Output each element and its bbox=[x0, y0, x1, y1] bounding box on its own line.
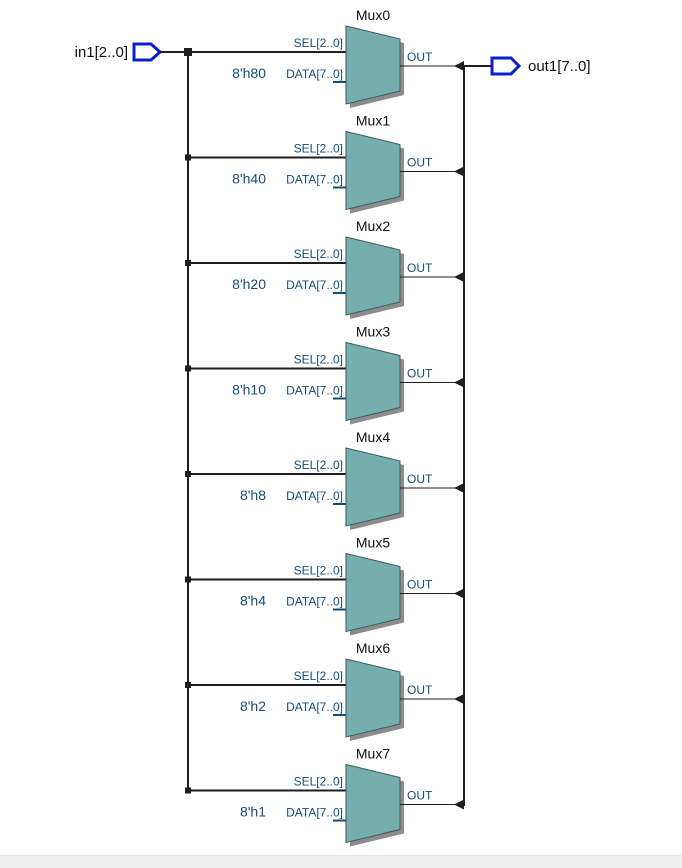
data-constant: 8'h10 bbox=[232, 382, 266, 398]
status-strip bbox=[0, 855, 682, 868]
mux-instance[interactable]: Mux1 SEL[2..0] DATA[7..0] 8'h40 OUT bbox=[185, 113, 464, 214]
bus-junction bbox=[185, 154, 191, 161]
bus-junction bbox=[185, 471, 191, 477]
out-arrow-icon bbox=[454, 588, 464, 599]
mux-instance[interactable]: Mux5 SEL[2..0] DATA[7..0] 8'h4 OUT bbox=[185, 535, 464, 636]
output-port[interactable]: out1[7..0] bbox=[490, 56, 591, 76]
bus-junction bbox=[185, 682, 191, 688]
mux-body[interactable] bbox=[345, 341, 401, 422]
out-pin-label: OUT bbox=[407, 683, 433, 697]
out-pin-label: OUT bbox=[407, 578, 433, 592]
out-arrow-icon bbox=[454, 166, 464, 177]
wiring bbox=[160, 51, 492, 806]
sel-pin-label: SEL[2..0] bbox=[294, 353, 343, 367]
mux-name: Mux7 bbox=[356, 746, 390, 762]
sel-pin-label: SEL[2..0] bbox=[294, 458, 343, 472]
sel-pin-label: SEL[2..0] bbox=[294, 36, 343, 50]
mux-instance[interactable]: Mux0 SEL[2..0] DATA[7..0] 8'h80 OUT bbox=[184, 7, 464, 108]
mux-instance[interactable]: Mux6 SEL[2..0] DATA[7..0] 8'h2 OUT bbox=[185, 640, 464, 741]
mux-name: Mux0 bbox=[356, 7, 390, 23]
mux-name: Mux6 bbox=[356, 640, 390, 656]
mux-body[interactable] bbox=[345, 763, 401, 844]
sel-pin-label: SEL[2..0] bbox=[294, 669, 343, 683]
mux-body[interactable] bbox=[345, 447, 401, 527]
data-constant: 8'h4 bbox=[240, 593, 266, 609]
out-arrow-icon bbox=[454, 799, 464, 810]
out-pin-label: OUT bbox=[407, 156, 433, 170]
out-arrow-icon bbox=[454, 272, 464, 282]
out-pin-label: OUT bbox=[407, 789, 433, 803]
mux-instance[interactable]: Mux4 SEL[2..0] DATA[7..0] 8'h8 OUT bbox=[185, 429, 464, 530]
mux-name: Mux4 bbox=[356, 429, 390, 445]
mux-body[interactable] bbox=[345, 130, 401, 211]
data-constant: 8'h40 bbox=[232, 171, 266, 187]
mux-name: Mux3 bbox=[356, 324, 390, 340]
data-constant: 8'h2 bbox=[240, 698, 266, 714]
bus-junction bbox=[185, 787, 191, 794]
bus-junction bbox=[185, 576, 191, 583]
bus-junction bbox=[185, 260, 191, 266]
data-pin-label: DATA[7..0] bbox=[286, 806, 343, 820]
output-port-icon bbox=[490, 56, 522, 76]
data-constant: 8'h8 bbox=[240, 487, 266, 503]
out-pin-label: OUT bbox=[407, 367, 433, 381]
mux-instances: Mux0 SEL[2..0] DATA[7..0] 8'h80 OUT Mux1 SEL[2… bbox=[184, 7, 464, 847]
out-arrow-icon bbox=[454, 694, 464, 704]
data-pin-label: DATA[7..0] bbox=[286, 67, 343, 81]
data-pin-label: DATA[7..0] bbox=[286, 489, 343, 503]
data-pin-label: DATA[7..0] bbox=[286, 278, 343, 292]
data-pin-label: DATA[7..0] bbox=[286, 384, 343, 398]
bus-junction bbox=[184, 48, 192, 56]
input-port-label: in1[2..0] bbox=[75, 44, 128, 61]
out-arrow-icon bbox=[454, 377, 464, 388]
bus-junction bbox=[185, 365, 191, 372]
input-port-icon bbox=[132, 42, 163, 62]
mux-body[interactable] bbox=[345, 552, 401, 633]
mux-instance[interactable]: Mux3 SEL[2..0] DATA[7..0] 8'h10 OUT bbox=[185, 324, 464, 425]
mux-name: Mux2 bbox=[356, 218, 390, 234]
mux-instance[interactable]: Mux2 SEL[2..0] DATA[7..0] 8'h20 OUT bbox=[185, 218, 464, 319]
data-pin-label: DATA[7..0] bbox=[286, 595, 343, 609]
mux-name: Mux1 bbox=[356, 113, 390, 129]
data-constant: 8'h20 bbox=[232, 276, 266, 292]
data-pin-label: DATA[7..0] bbox=[286, 700, 343, 714]
out-arrow-icon bbox=[454, 61, 464, 71]
data-pin-label: DATA[7..0] bbox=[286, 173, 343, 187]
mux-body[interactable] bbox=[345, 236, 401, 316]
out-pin-label: OUT bbox=[407, 472, 433, 486]
mux-name: Mux5 bbox=[356, 535, 390, 551]
mux-instance[interactable]: Mux7 SEL[2..0] DATA[7..0] 8'h1 OUT bbox=[185, 746, 464, 847]
data-constant: 8'h80 bbox=[232, 65, 266, 81]
sel-pin-label: SEL[2..0] bbox=[294, 775, 343, 789]
out-pin-label: OUT bbox=[407, 261, 433, 275]
input-port[interactable]: in1[2..0] bbox=[75, 42, 163, 62]
sel-pin-label: SEL[2..0] bbox=[294, 564, 343, 578]
data-constant: 8'h1 bbox=[240, 804, 266, 820]
out-arrow-icon bbox=[454, 483, 464, 493]
mux-body[interactable] bbox=[345, 25, 401, 105]
sel-pin-label: SEL[2..0] bbox=[294, 247, 343, 261]
sel-pin-label: SEL[2..0] bbox=[294, 142, 343, 156]
mux-body[interactable] bbox=[345, 658, 401, 738]
out-pin-label: OUT bbox=[407, 50, 433, 64]
output-port-label: out1[7..0] bbox=[528, 58, 591, 75]
